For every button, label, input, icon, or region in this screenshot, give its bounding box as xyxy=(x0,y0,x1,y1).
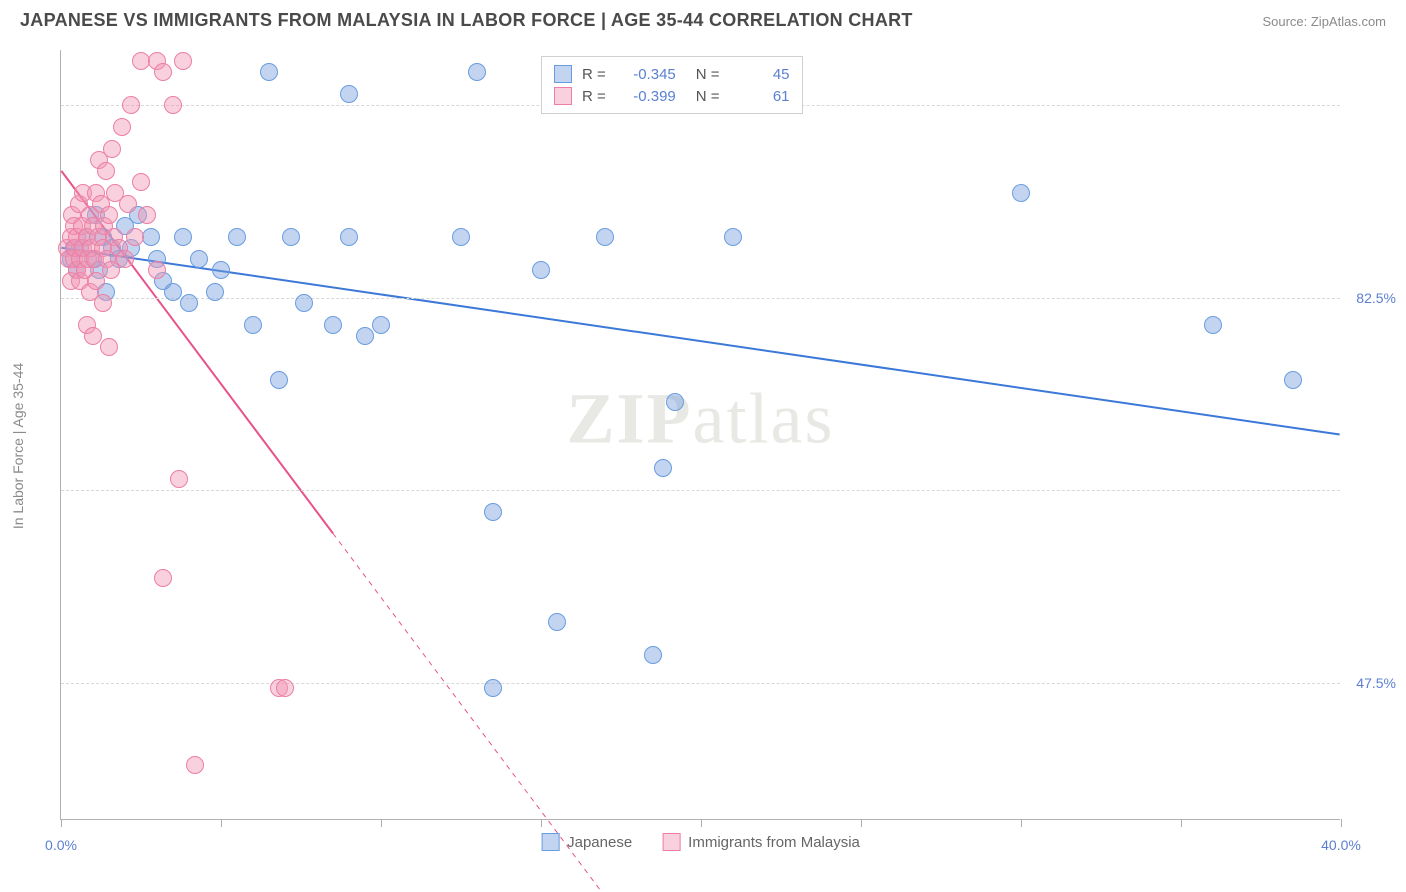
x-tick xyxy=(221,819,222,827)
scatter-point-malaysia xyxy=(170,470,188,488)
source-label: Source: ZipAtlas.com xyxy=(1262,14,1386,29)
n-label: N = xyxy=(696,66,720,83)
scatter-point-japanese xyxy=(596,228,614,246)
scatter-point-japanese xyxy=(282,228,300,246)
watermark-rest: atlas xyxy=(693,379,835,459)
scatter-point-japanese xyxy=(468,63,486,81)
n-value-malaysia: 61 xyxy=(730,88,790,105)
scatter-point-malaysia xyxy=(119,195,137,213)
scatter-point-malaysia xyxy=(148,261,166,279)
scatter-point-japanese xyxy=(270,371,288,389)
gridline xyxy=(61,490,1340,491)
scatter-point-japanese xyxy=(644,646,662,664)
gridline xyxy=(61,683,1340,684)
x-tick xyxy=(381,819,382,827)
scatter-point-japanese xyxy=(260,63,278,81)
scatter-point-japanese xyxy=(228,228,246,246)
y-tick-label: 82.5% xyxy=(1356,290,1396,306)
scatter-point-malaysia xyxy=(100,338,118,356)
x-tick xyxy=(541,819,542,827)
scatter-point-japanese xyxy=(666,393,684,411)
scatter-point-japanese xyxy=(452,228,470,246)
legend-item-japanese: Japanese xyxy=(541,833,632,851)
scatter-point-japanese xyxy=(180,294,198,312)
r-label: R = xyxy=(582,66,606,83)
scatter-point-malaysia xyxy=(154,569,172,587)
x-tick xyxy=(61,819,62,827)
scatter-point-japanese xyxy=(340,228,358,246)
watermark-bold: ZIP xyxy=(567,379,693,459)
correlation-row-malaysia: R = -0.399 N = 61 xyxy=(554,85,790,107)
scatter-point-japanese xyxy=(372,316,390,334)
scatter-point-japanese xyxy=(190,250,208,268)
trend-lines xyxy=(61,50,1340,819)
r-value-japanese: -0.345 xyxy=(616,66,676,83)
scatter-point-malaysia xyxy=(84,327,102,345)
n-value-japanese: 45 xyxy=(730,66,790,83)
scatter-point-malaysia xyxy=(122,96,140,114)
chart-plot-area: ZIPatlas 47.5%82.5%0.0%40.0%R =-0.345N =… xyxy=(60,50,1340,820)
scatter-point-malaysia xyxy=(164,96,182,114)
swatch-malaysia xyxy=(662,833,680,851)
scatter-point-japanese xyxy=(1012,184,1030,202)
scatter-point-japanese xyxy=(206,283,224,301)
legend-item-malaysia: Immigrants from Malaysia xyxy=(662,833,860,851)
x-tick-label: 0.0% xyxy=(45,837,77,853)
scatter-point-japanese xyxy=(1284,371,1302,389)
swatch-malaysia xyxy=(554,87,572,105)
scatter-point-malaysia xyxy=(138,206,156,224)
r-value-malaysia: -0.399 xyxy=(616,88,676,105)
x-tick xyxy=(1021,819,1022,827)
x-tick xyxy=(701,819,702,827)
scatter-point-japanese xyxy=(548,613,566,631)
trendline-japanese xyxy=(61,248,1339,435)
scatter-point-malaysia xyxy=(174,52,192,70)
n-label: N = xyxy=(696,88,720,105)
scatter-point-japanese xyxy=(724,228,742,246)
correlation-legend: R = -0.345 N = 45 R = -0.399 N = 61 xyxy=(541,56,803,114)
scatter-point-japanese xyxy=(356,327,374,345)
series-legend: Japanese Immigrants from Malaysia xyxy=(541,833,860,851)
x-tick xyxy=(1181,819,1182,827)
scatter-point-malaysia xyxy=(103,140,121,158)
y-axis-title: In Labor Force | Age 35-44 xyxy=(10,363,26,529)
scatter-point-malaysia xyxy=(276,679,294,697)
scatter-point-japanese xyxy=(142,228,160,246)
scatter-point-japanese xyxy=(532,261,550,279)
watermark: ZIPatlas xyxy=(567,378,835,461)
scatter-point-japanese xyxy=(484,503,502,521)
scatter-point-japanese xyxy=(654,459,672,477)
scatter-point-malaysia xyxy=(100,206,118,224)
y-tick-label: 47.5% xyxy=(1356,675,1396,691)
scatter-point-malaysia xyxy=(116,250,134,268)
gridline xyxy=(61,298,1340,299)
scatter-point-malaysia xyxy=(113,118,131,136)
scatter-point-malaysia xyxy=(94,294,112,312)
scatter-point-japanese xyxy=(174,228,192,246)
legend-label-japanese: Japanese xyxy=(567,834,632,851)
swatch-japanese xyxy=(541,833,559,851)
scatter-point-malaysia xyxy=(186,756,204,774)
scatter-point-japanese xyxy=(212,261,230,279)
scatter-point-japanese xyxy=(324,316,342,334)
scatter-point-japanese xyxy=(340,85,358,103)
x-tick xyxy=(1341,819,1342,827)
scatter-point-malaysia xyxy=(132,173,150,191)
legend-label-malaysia: Immigrants from Malaysia xyxy=(688,834,860,851)
x-tick xyxy=(861,819,862,827)
x-tick-label: 40.0% xyxy=(1321,837,1361,853)
scatter-point-malaysia xyxy=(154,63,172,81)
scatter-point-japanese xyxy=(1204,316,1222,334)
scatter-point-japanese xyxy=(244,316,262,334)
scatter-point-japanese xyxy=(295,294,313,312)
scatter-point-malaysia xyxy=(126,228,144,246)
scatter-point-malaysia xyxy=(97,162,115,180)
scatter-point-japanese xyxy=(164,283,182,301)
correlation-row-japanese: R = -0.345 N = 45 xyxy=(554,63,790,85)
swatch-japanese xyxy=(554,65,572,83)
chart-title: JAPANESE VS IMMIGRANTS FROM MALAYSIA IN … xyxy=(20,10,913,31)
scatter-point-japanese xyxy=(484,679,502,697)
r-label: R = xyxy=(582,88,606,105)
